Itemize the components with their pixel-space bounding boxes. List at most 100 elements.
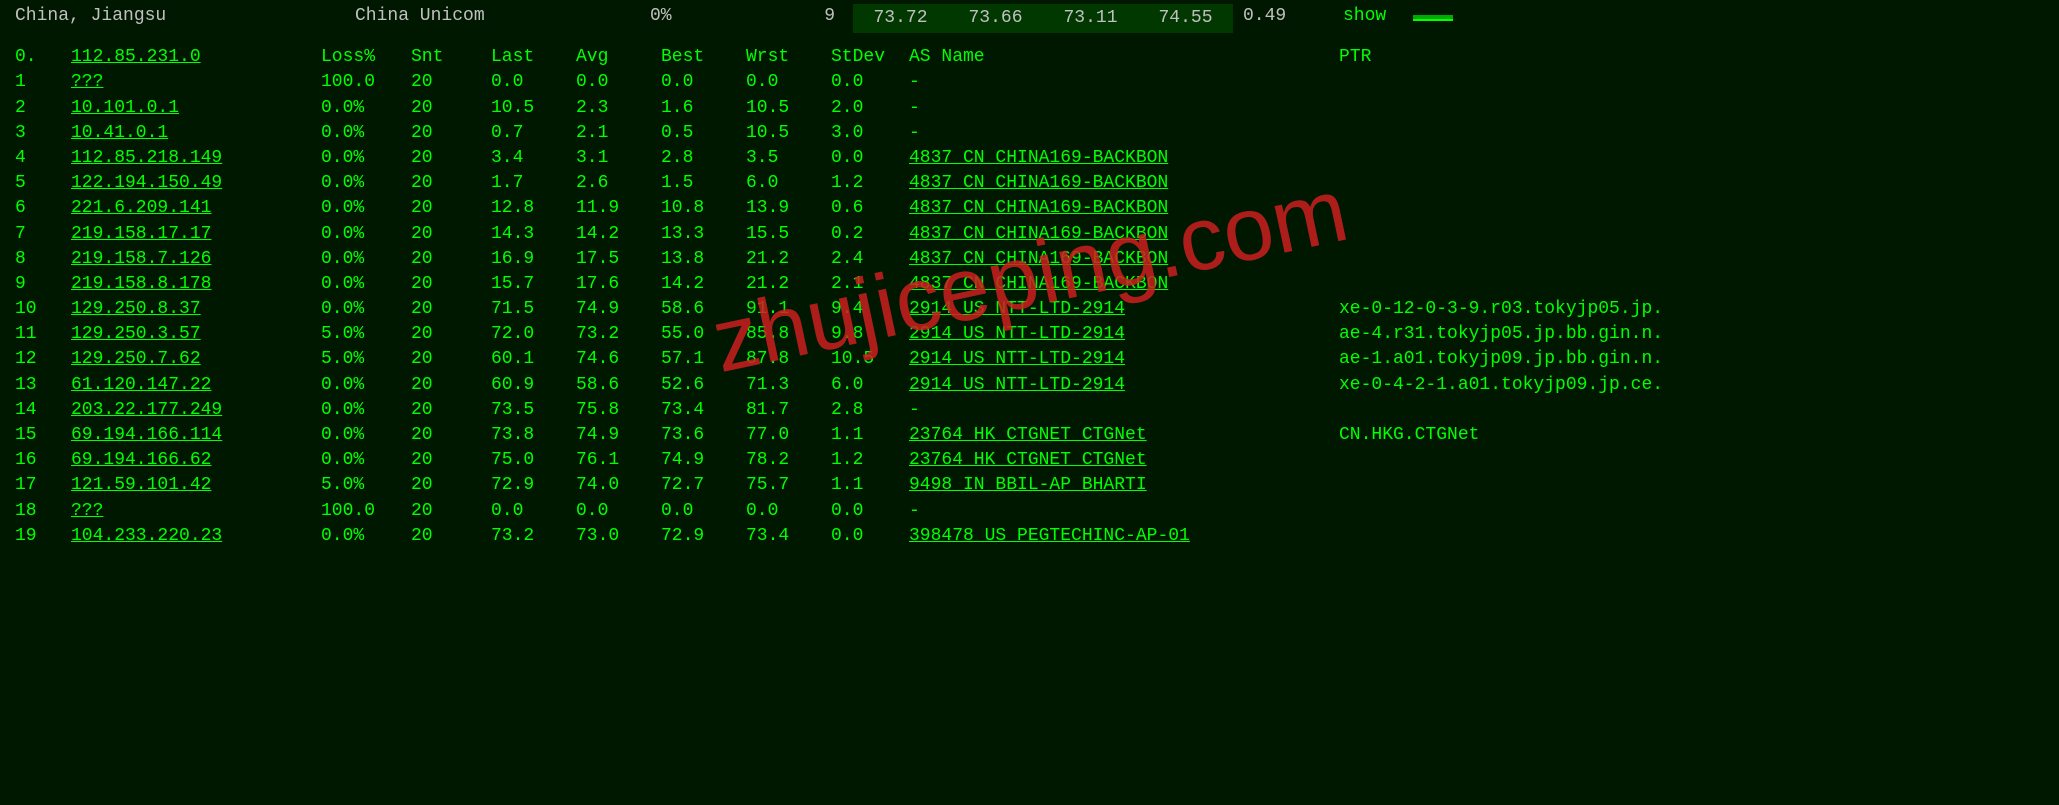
hop-asname[interactable]: 2914 US NTT-LTD-2914 <box>909 322 1339 347</box>
summary-header: China, Jiangsu China Unicom 0% 9 73.72 7… <box>15 4 2044 33</box>
hop-loss: 5.0% <box>321 473 411 498</box>
hop-asname: - <box>909 499 1339 524</box>
hop-number: 7 <box>15 222 71 247</box>
hop-asname[interactable]: 4837 CN CHINA169-BACKBON <box>909 222 1339 247</box>
hop-ip[interactable]: ??? <box>71 499 321 524</box>
hop-last: 3.4 <box>491 146 576 171</box>
hop-asname[interactable]: 4837 CN CHINA169-BACKBON <box>909 196 1339 221</box>
hop-loss: 0.0% <box>321 222 411 247</box>
hop-last: 16.9 <box>491 247 576 272</box>
hop-asname[interactable]: 4837 CN CHINA169-BACKBON <box>909 146 1339 171</box>
hop-number: 15 <box>15 423 71 448</box>
hop-loss: 0.0% <box>321 96 411 121</box>
col-ip-header[interactable]: 112.85.231.0 <box>71 45 321 70</box>
hop-asname[interactable]: 9498 IN BBIL-AP BHARTI <box>909 473 1339 498</box>
hop-ip[interactable]: 219.158.8.178 <box>71 272 321 297</box>
hop-best: 55.0 <box>661 322 746 347</box>
hop-avg: 74.9 <box>576 297 661 322</box>
trace-row: 4112.85.218.1490.0%203.43.12.83.50.04837… <box>15 146 2044 171</box>
hop-best: 58.6 <box>661 297 746 322</box>
hop-number: 6 <box>15 196 71 221</box>
hop-asname[interactable]: 2914 US NTT-LTD-2914 <box>909 347 1339 372</box>
hop-asname[interactable]: 4837 CN CHINA169-BACKBON <box>909 272 1339 297</box>
hop-asname[interactable]: 4837 CN CHINA169-BACKBON <box>909 171 1339 196</box>
hop-avg: 75.8 <box>576 398 661 423</box>
hop-loss: 5.0% <box>321 347 411 372</box>
hop-stdev: 0.2 <box>831 222 909 247</box>
show-link[interactable]: show <box>1323 4 1413 33</box>
hop-snt: 20 <box>411 196 491 221</box>
hop-snt: 20 <box>411 373 491 398</box>
hop-ip[interactable]: ??? <box>71 70 321 95</box>
hop-avg: 74.0 <box>576 473 661 498</box>
hop-ip[interactable]: 129.250.7.62 <box>71 347 321 372</box>
hop-snt: 20 <box>411 398 491 423</box>
hop-ptr <box>1339 222 2044 247</box>
col-stdev-header: StDev <box>831 45 909 70</box>
hop-last: 1.7 <box>491 171 576 196</box>
hop-ip[interactable]: 221.6.209.141 <box>71 196 321 221</box>
hop-stdev: 0.6 <box>831 196 909 221</box>
hop-number: 9 <box>15 272 71 297</box>
hop-snt: 20 <box>411 121 491 146</box>
col-avg-header: Avg <box>576 45 661 70</box>
hop-wrst: 91.1 <box>746 297 831 322</box>
hop-avg: 3.1 <box>576 146 661 171</box>
hop-ip[interactable]: 104.233.220.23 <box>71 524 321 549</box>
hop-ip[interactable]: 61.120.147.22 <box>71 373 321 398</box>
hop-snt: 20 <box>411 70 491 95</box>
hop-asname[interactable]: 398478 US PEGTECHINC-AP-01 <box>909 524 1339 549</box>
hop-asname[interactable]: 2914 US NTT-LTD-2914 <box>909 297 1339 322</box>
hop-asname[interactable]: 23764 HK CTGNET CTGNet <box>909 423 1339 448</box>
hop-loss: 0.0% <box>321 297 411 322</box>
hop-number: 14 <box>15 398 71 423</box>
hop-ip[interactable]: 69.194.166.114 <box>71 423 321 448</box>
hop-wrst: 85.8 <box>746 322 831 347</box>
hop-asname[interactable]: 2914 US NTT-LTD-2914 <box>909 373 1339 398</box>
col-loss-header: Loss% <box>321 45 411 70</box>
metric-2: 73.66 <box>948 4 1043 33</box>
hop-ip[interactable]: 121.59.101.42 <box>71 473 321 498</box>
hop-ip[interactable]: 203.22.177.249 <box>71 398 321 423</box>
hop-snt: 20 <box>411 423 491 448</box>
hop-best: 1.6 <box>661 96 746 121</box>
hop-ptr <box>1339 146 2044 171</box>
hop-ip[interactable]: 10.41.0.1 <box>71 121 321 146</box>
col-asname-header: AS Name <box>909 45 1339 70</box>
hop-avg: 74.6 <box>576 347 661 372</box>
hop-ip[interactable]: 219.158.7.126 <box>71 247 321 272</box>
hop-asname[interactable]: 23764 HK CTGNET CTGNet <box>909 448 1339 473</box>
hop-ip[interactable]: 69.194.166.62 <box>71 448 321 473</box>
hop-stdev: 2.0 <box>831 96 909 121</box>
trace-row: 14203.22.177.2490.0%2073.575.873.481.72.… <box>15 398 2044 423</box>
hop-asname: - <box>909 96 1339 121</box>
hop-asname: - <box>909 121 1339 146</box>
hop-last: 0.7 <box>491 121 576 146</box>
trace-table-body: 1???100.0200.00.00.00.00.0-210.101.0.10.… <box>15 70 2044 549</box>
hop-last: 73.5 <box>491 398 576 423</box>
trace-row: 17121.59.101.425.0%2072.974.072.775.71.1… <box>15 473 2044 498</box>
hop-snt: 20 <box>411 524 491 549</box>
hop-ip[interactable]: 129.250.8.37 <box>71 297 321 322</box>
hop-stdev: 10.5 <box>831 347 909 372</box>
hop-stdev: 1.1 <box>831 423 909 448</box>
hop-asname[interactable]: 4837 CN CHINA169-BACKBON <box>909 247 1339 272</box>
hop-ip[interactable]: 129.250.3.57 <box>71 322 321 347</box>
hop-loss: 0.0% <box>321 247 411 272</box>
hop-ip[interactable]: 112.85.218.149 <box>71 146 321 171</box>
hop-ip[interactable]: 10.101.0.1 <box>71 96 321 121</box>
hop-avg: 58.6 <box>576 373 661 398</box>
metric-4: 74.55 <box>1138 4 1233 33</box>
hop-stdev: 9.8 <box>831 322 909 347</box>
hop-stdev: 2.1 <box>831 272 909 297</box>
loss-pct: 0% <box>650 4 765 33</box>
trace-row: 12129.250.7.625.0%2060.174.657.187.810.5… <box>15 347 2044 372</box>
hop-last: 75.0 <box>491 448 576 473</box>
hop-stdev: 0.0 <box>831 499 909 524</box>
hop-ip[interactable]: 219.158.17.17 <box>71 222 321 247</box>
hop-ip[interactable]: 122.194.150.49 <box>71 171 321 196</box>
hop-snt: 20 <box>411 247 491 272</box>
hop-number: 16 <box>15 448 71 473</box>
hop-asname: - <box>909 398 1339 423</box>
hop-last: 73.2 <box>491 524 576 549</box>
